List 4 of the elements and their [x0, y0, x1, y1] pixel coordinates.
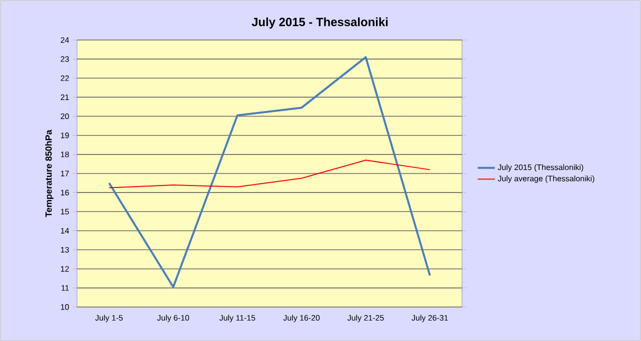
line-series — [108, 160, 430, 188]
y-axis-title: Temperature 850hPa — [45, 130, 54, 218]
chart-title: July 2015 - Thessaloniki — [252, 17, 388, 29]
line-series — [108, 56, 431, 288]
